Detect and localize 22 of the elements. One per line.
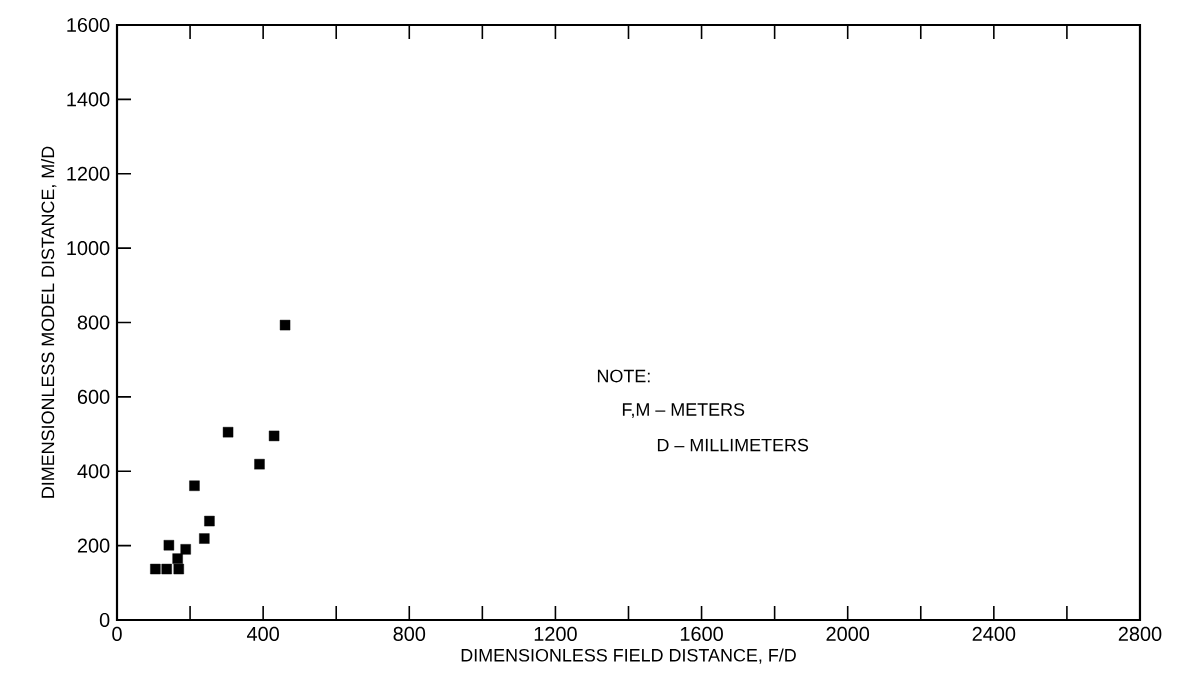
x-tick-label: 800 [393, 626, 426, 641]
annotation: D – MILLIMETERS [657, 438, 809, 452]
annotation: NOTE: [597, 369, 650, 383]
y-tick-label: 200 [77, 538, 110, 553]
x-tick-label: 0 [112, 626, 122, 641]
annotation: F,M – METERS [622, 403, 745, 418]
x-tick-label: 2400 [972, 626, 1016, 641]
x-tick-label: 400 [246, 626, 279, 641]
y-axis-title: DIMENSIONLESS MODEL DISTANCE, M/D [41, 146, 57, 498]
y-tick-label: 1000 [67, 241, 110, 256]
x-tick-label: 2800 [1118, 626, 1162, 641]
y-tick-label: 800 [77, 315, 110, 330]
y-tick-label: 1600 [67, 17, 110, 33]
x-tick-label: 1200 [534, 626, 577, 641]
x-axis-title: DIMENSIONLESS FIELD DISTANCE, F/D [461, 648, 796, 664]
x-tick-label: 1600 [680, 626, 723, 641]
x-tick-label: 2000 [826, 626, 870, 641]
y-tick-label: 0 [99, 612, 110, 628]
y-tick-label: 1200 [67, 166, 110, 181]
y-tick-label: 400 [77, 464, 110, 479]
y-tick-label: 1400 [67, 92, 110, 107]
y-tick-label: 600 [77, 389, 110, 404]
